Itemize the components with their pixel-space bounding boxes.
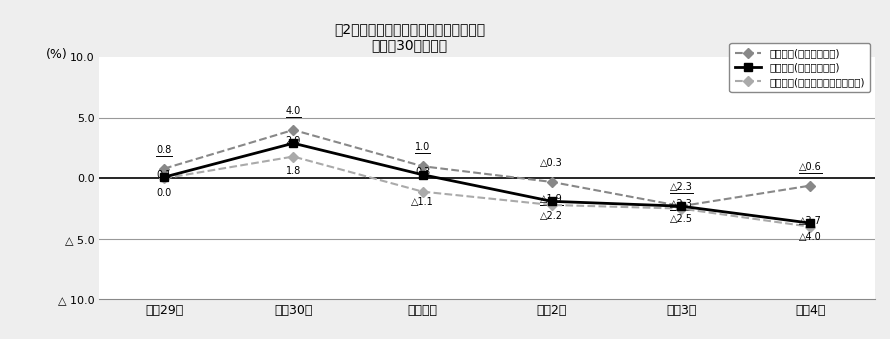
Title: 図2　賃金指数の推移（指数・前年比）
－規模30人以上－: 図2 賃金指数の推移（指数・前年比） －規模30人以上－ [334, 22, 485, 52]
Text: △2.5: △2.5 [669, 214, 692, 224]
Text: △0.3: △0.3 [540, 158, 563, 168]
Text: 4.0: 4.0 [286, 106, 301, 116]
Y-axis label: (%): (%) [46, 48, 68, 61]
Text: △1.1: △1.1 [411, 197, 434, 207]
Text: △2.3: △2.3 [669, 182, 692, 192]
Text: △3.7: △3.7 [799, 216, 821, 226]
Text: 1.8: 1.8 [286, 166, 301, 176]
Text: △2.3: △2.3 [669, 199, 692, 209]
Text: 0.3: 0.3 [415, 167, 430, 178]
Text: 1.0: 1.0 [415, 142, 430, 152]
Text: △2.2: △2.2 [540, 211, 563, 220]
Text: △1.9: △1.9 [540, 194, 563, 204]
Text: 2.9: 2.9 [286, 136, 301, 146]
Legend: 名目賃金(現金給与総額), 実質賃金(現金給与総額), 実質賃金(きまって支給する給与): 名目賃金(現金給与総額), 実質賃金(現金給与総額), 実質賃金(きまって支給す… [730, 43, 870, 92]
Text: △0.6: △0.6 [799, 162, 821, 172]
Text: △4.0: △4.0 [799, 232, 821, 242]
Text: 0.8: 0.8 [157, 145, 172, 155]
Text: 0.0: 0.0 [157, 188, 172, 198]
Text: 0.1: 0.1 [157, 170, 172, 180]
